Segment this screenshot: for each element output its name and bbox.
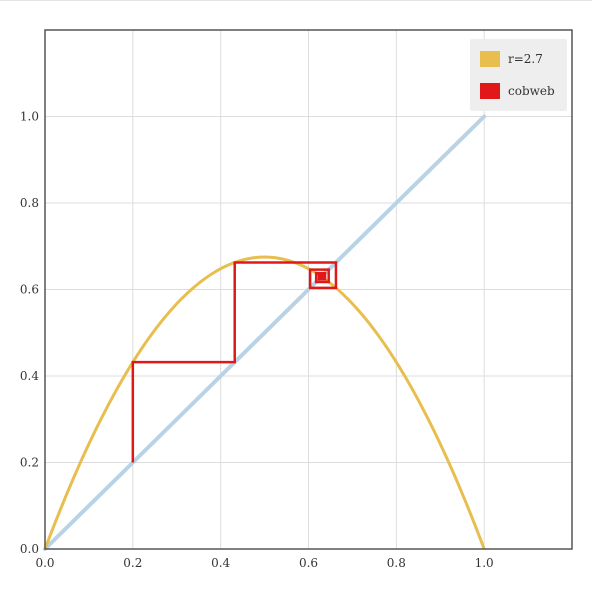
- y-tick-label: 0.2: [20, 456, 39, 470]
- x-tick-label: 0.8: [387, 556, 406, 570]
- x-tick-label: 0.4: [211, 556, 230, 570]
- axis-ticks: 0.0 0.2 0.4 0.6 0.8 1.0 0.0 0.2 0.4 0.6 0.8 1.0: [20, 110, 494, 571]
- x-tick-label: 0.6: [299, 556, 318, 570]
- y-tick-label: 0.4: [20, 369, 39, 383]
- legend-label: r=2.7: [508, 52, 543, 66]
- y-tick-label: 0.8: [20, 196, 39, 210]
- legend-box: [470, 39, 567, 111]
- plot-frame: [44, 29, 573, 550]
- x-tick-label: 0.0: [35, 556, 54, 570]
- y-tick-label: 1.0: [20, 110, 39, 124]
- x-tick-label: 0.2: [123, 556, 142, 570]
- legend-swatch: [480, 51, 500, 67]
- legend-label: cobweb: [508, 84, 555, 98]
- x-tick-label: 1.0: [475, 556, 494, 570]
- logistic-curve: [43, 255, 486, 550]
- y-tick-label: 0.6: [20, 283, 39, 297]
- legend: r=2.7 cobweb: [470, 39, 567, 111]
- legend-swatch: [480, 83, 500, 99]
- identity-line: [43, 114, 487, 551]
- cobweb-path: [131, 261, 338, 463]
- series-layer: [43, 114, 487, 551]
- y-tick-label: 0.0: [20, 542, 39, 556]
